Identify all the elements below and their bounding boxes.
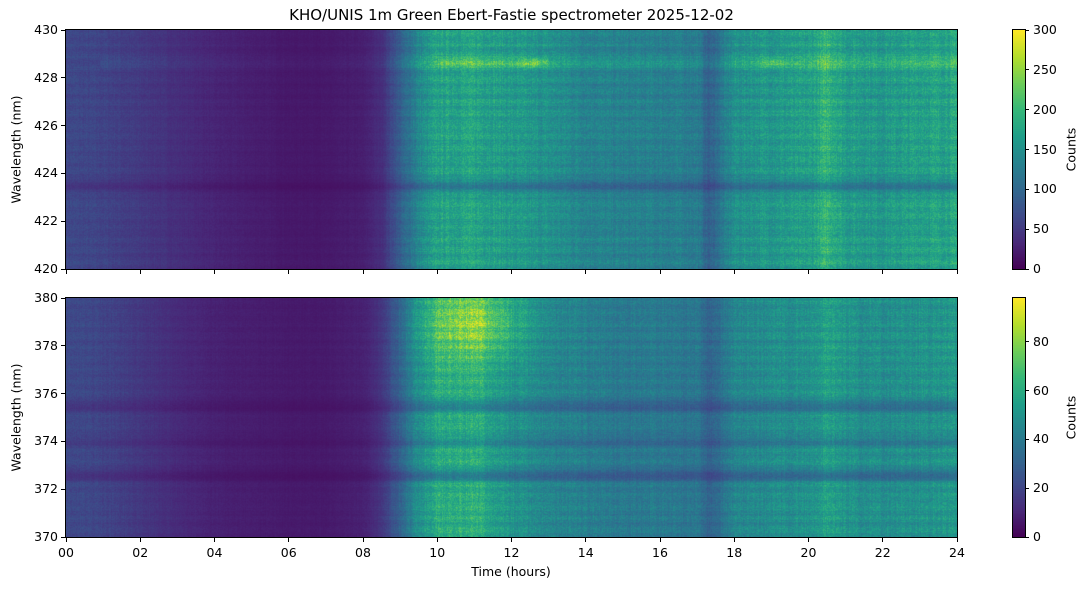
y-tick-label: 376 (34, 385, 58, 401)
colorbar-tick-label: 300 (1033, 22, 1057, 37)
x-tick-label: 14 (577, 545, 594, 560)
y-tick-label: 428 (34, 69, 58, 85)
y-tick-label: 420 (34, 261, 58, 276)
colorbar-tick-mark (1025, 109, 1029, 111)
y-tick-label: 430 (34, 22, 58, 37)
x-tick-label: 08 (355, 545, 371, 560)
y-tick-mark (61, 268, 66, 270)
x-tick-mark (288, 269, 290, 274)
y-tick-mark (61, 297, 66, 299)
x-tick-mark (362, 269, 364, 274)
colorbar-tick-label: 80 (1033, 333, 1049, 349)
colorbar-tick-mark (1025, 149, 1029, 150)
colorbar-label-top: Counts (1063, 127, 1079, 172)
colorbar-tick-label: 250 (1033, 61, 1057, 77)
x-tick-mark (956, 537, 958, 542)
y-tick-label: 374 (34, 433, 58, 449)
y-tick-label: 378 (34, 337, 58, 353)
colorbar-tick-label: 200 (1033, 101, 1057, 117)
chart-title: KHO/UNIS 1m Green Ebert-Fastie spectrome… (289, 6, 734, 24)
heatmap-bottom (66, 298, 957, 537)
colorbar-tick-label: 50 (1033, 221, 1049, 237)
x-tick-label: 02 (132, 545, 149, 560)
colorbar-tick-label: 60 (1033, 382, 1049, 398)
x-tick-mark (288, 537, 290, 542)
x-tick-mark (882, 537, 884, 542)
heatmap-top (66, 30, 957, 269)
y-tick-label: 372 (34, 481, 58, 497)
x-tick-mark (214, 537, 215, 542)
y-tick-mark (61, 125, 66, 127)
colorbar-label-bottom: Counts (1063, 395, 1079, 440)
x-tick-mark (659, 269, 661, 274)
y-tick-mark (61, 77, 66, 79)
colorbar-tick-mark (1025, 536, 1029, 538)
x-tick-label: 06 (280, 545, 297, 560)
colorbar-tick-label: 20 (1033, 480, 1049, 496)
y-tick-label: 380 (34, 290, 58, 305)
x-tick-mark (214, 269, 215, 274)
y-tick-mark (61, 393, 66, 395)
x-tick-label: 20 (800, 545, 817, 560)
colorbar-tick-label: 40 (1033, 431, 1049, 447)
colorbar-tick-label: 0 (1033, 261, 1041, 276)
x-tick-label: 16 (652, 545, 668, 560)
y-tick-label: 424 (34, 165, 58, 181)
x-tick-mark (139, 269, 141, 274)
x-tick-mark (585, 537, 587, 542)
y-tick-label: 422 (34, 213, 58, 229)
x-tick-mark (511, 537, 512, 542)
colorbar-tick-label: 150 (1033, 141, 1057, 157)
colorbar-tick-mark (1025, 487, 1029, 489)
colorbar-bottom (1013, 298, 1025, 537)
y-tick-mark (61, 29, 66, 31)
colorbar-top (1013, 30, 1025, 269)
x-tick-mark (139, 537, 141, 542)
x-tick-mark (65, 537, 67, 542)
colorbar-tick-mark (1025, 228, 1029, 230)
y-tick-mark (61, 345, 66, 347)
x-tick-mark (65, 269, 67, 274)
colorbar-tick-label: 0 (1033, 529, 1041, 544)
x-tick-label: 24 (949, 545, 965, 560)
colorbar-tick-mark (1025, 188, 1029, 190)
y-tick-mark (61, 536, 66, 538)
x-tick-label: 22 (874, 545, 891, 560)
x-tick-mark (882, 269, 884, 274)
x-tick-mark (733, 537, 735, 542)
x-tick-label: 04 (206, 545, 223, 560)
x-tick-mark (362, 537, 364, 542)
y-tick-mark (61, 172, 66, 174)
y-tick-mark (61, 440, 66, 442)
y-tick-label: 426 (34, 117, 58, 133)
x-tick-label: 12 (503, 545, 520, 560)
x-tick-mark (436, 537, 438, 542)
colorbar-tick-mark (1025, 29, 1029, 31)
colorbar-tick-mark (1025, 268, 1029, 270)
x-tick-mark (511, 269, 512, 274)
colorbar-tick-mark (1025, 341, 1029, 343)
x-tick-mark (733, 269, 735, 274)
x-axis-label: Time (hours) (471, 564, 551, 579)
x-tick-mark (585, 269, 587, 274)
x-tick-label: 10 (429, 545, 446, 560)
colorbar-tick-mark (1025, 438, 1029, 440)
x-tick-mark (436, 269, 438, 274)
x-tick-label: 18 (726, 545, 743, 560)
x-tick-mark (659, 537, 661, 542)
x-tick-mark (808, 269, 809, 274)
colorbar-tick-mark (1025, 390, 1029, 392)
colorbar-tick-label: 100 (1033, 181, 1057, 197)
y-tick-mark (61, 220, 66, 222)
x-tick-mark (956, 269, 958, 274)
colorbar-tick-mark (1025, 69, 1029, 71)
y-tick-mark (61, 488, 66, 490)
x-tick-mark (808, 537, 809, 542)
x-tick-label: 00 (58, 545, 74, 560)
y-tick-label: 370 (34, 529, 58, 544)
